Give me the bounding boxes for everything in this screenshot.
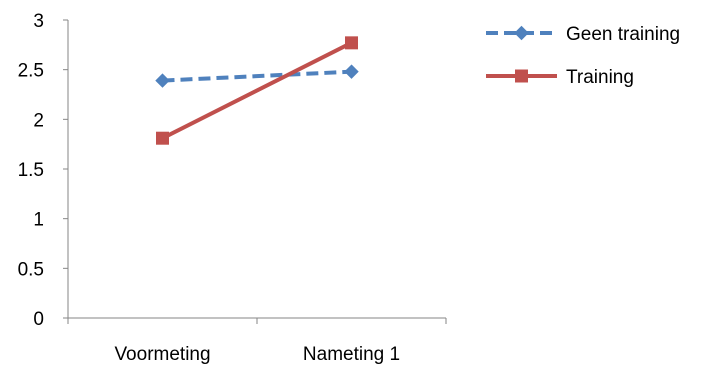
- series-line: [162, 69, 352, 83]
- x-category-label: Nameting 1: [303, 344, 400, 365]
- legend-item-training: Training: [486, 67, 634, 88]
- legend-label: Geen training: [566, 24, 680, 45]
- data-point-marker: [344, 64, 359, 79]
- series-geen-training: [155, 64, 359, 88]
- x-category-label: Voormeting: [114, 344, 210, 365]
- legend-swatch-marker: [514, 25, 529, 41]
- y-tick-label: 1.5: [18, 160, 44, 181]
- x-axis-ticks: Voormeting Nameting 1: [67, 318, 447, 365]
- data-point-marker: [156, 131, 169, 145]
- plot-series: [155, 36, 359, 145]
- legend-label: Training: [566, 67, 634, 88]
- data-point-marker: [155, 73, 170, 88]
- y-tick-label: 2.5: [18, 61, 44, 82]
- legend-item-geen-training: Geen training: [486, 24, 680, 45]
- series-training: [156, 36, 358, 145]
- series-line: [160, 40, 354, 141]
- legend-swatch-marker: [515, 69, 528, 83]
- legend: Geen training Training: [486, 24, 680, 88]
- y-axis-ticks: 0 0.5 1 1.5 2 2.5 3: [18, 11, 68, 330]
- data-point-marker: [345, 36, 358, 50]
- y-tick-label: 3: [33, 11, 44, 32]
- y-tick-label: 1: [33, 210, 44, 231]
- y-tick-label: 0: [33, 309, 44, 330]
- y-tick-label: 2: [33, 110, 44, 131]
- y-tick-label: 0.5: [18, 259, 44, 280]
- chart-axes: 0 0.5 1 1.5 2 2.5 3 Voormeting Nameting 1: [18, 11, 447, 365]
